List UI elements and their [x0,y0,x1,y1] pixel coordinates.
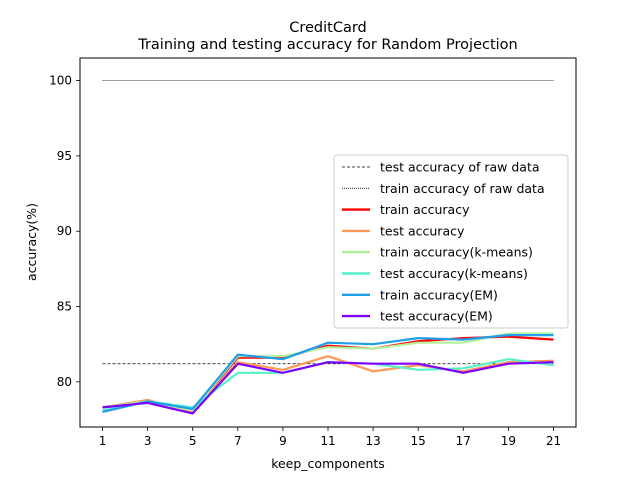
x-tick-label: 17 [456,434,471,448]
x-tick-label: 11 [320,434,335,448]
legend-entry-label: train accuracy(EM) [380,287,498,302]
x-tick-label: 7 [234,434,242,448]
legend-entry-label: train accuracy of raw data [380,181,545,196]
y-axis-label: accuracy(%) [24,203,39,281]
series-line-5 [102,334,554,413]
legend-entry-label: test accuracy of raw data [380,160,540,175]
x-tick-label: 19 [501,434,516,448]
legend-entry-label: train accuracy [380,202,470,217]
x-tick-label: 13 [365,434,380,448]
x-tick-label: 5 [189,434,197,448]
chart-title-line-2: Training and testing accuracy for Random… [137,37,518,53]
x-tick-label: 1 [99,434,107,448]
x-tick-label: 3 [144,434,152,448]
y-tick-label: 95 [57,149,72,163]
legend: test accuracy of raw data train accuracy … [333,154,569,329]
chart-title-line-1: CreditCard [289,20,367,36]
legend-entry-label: test accuracy(EM) [380,309,493,324]
series-line-6 [102,361,554,415]
x-tick-label: 15 [411,434,426,448]
x-tick-label: 9 [279,434,287,448]
y-tick-label: 80 [57,375,72,389]
y-axis-ticks: 80 85 90 95 100 [49,74,80,389]
legend-entry-label: test accuracy(k-means) [380,266,528,281]
y-tick-label: 100 [49,74,72,88]
y-tick-label: 90 [57,224,72,238]
x-tick-label: 21 [546,434,561,448]
x-axis-label: keep_components [271,456,385,471]
legend-frame [333,154,569,329]
legend-entry-label: train accuracy(k-means) [380,245,533,260]
x-axis-ticks: 1 3 5 7 9 11 13 15 17 19 21 [99,427,561,448]
legend-entry-label: test accuracy [380,223,465,238]
y-tick-label: 85 [57,300,72,314]
reference-lines [102,80,554,365]
series-lines [102,332,554,415]
